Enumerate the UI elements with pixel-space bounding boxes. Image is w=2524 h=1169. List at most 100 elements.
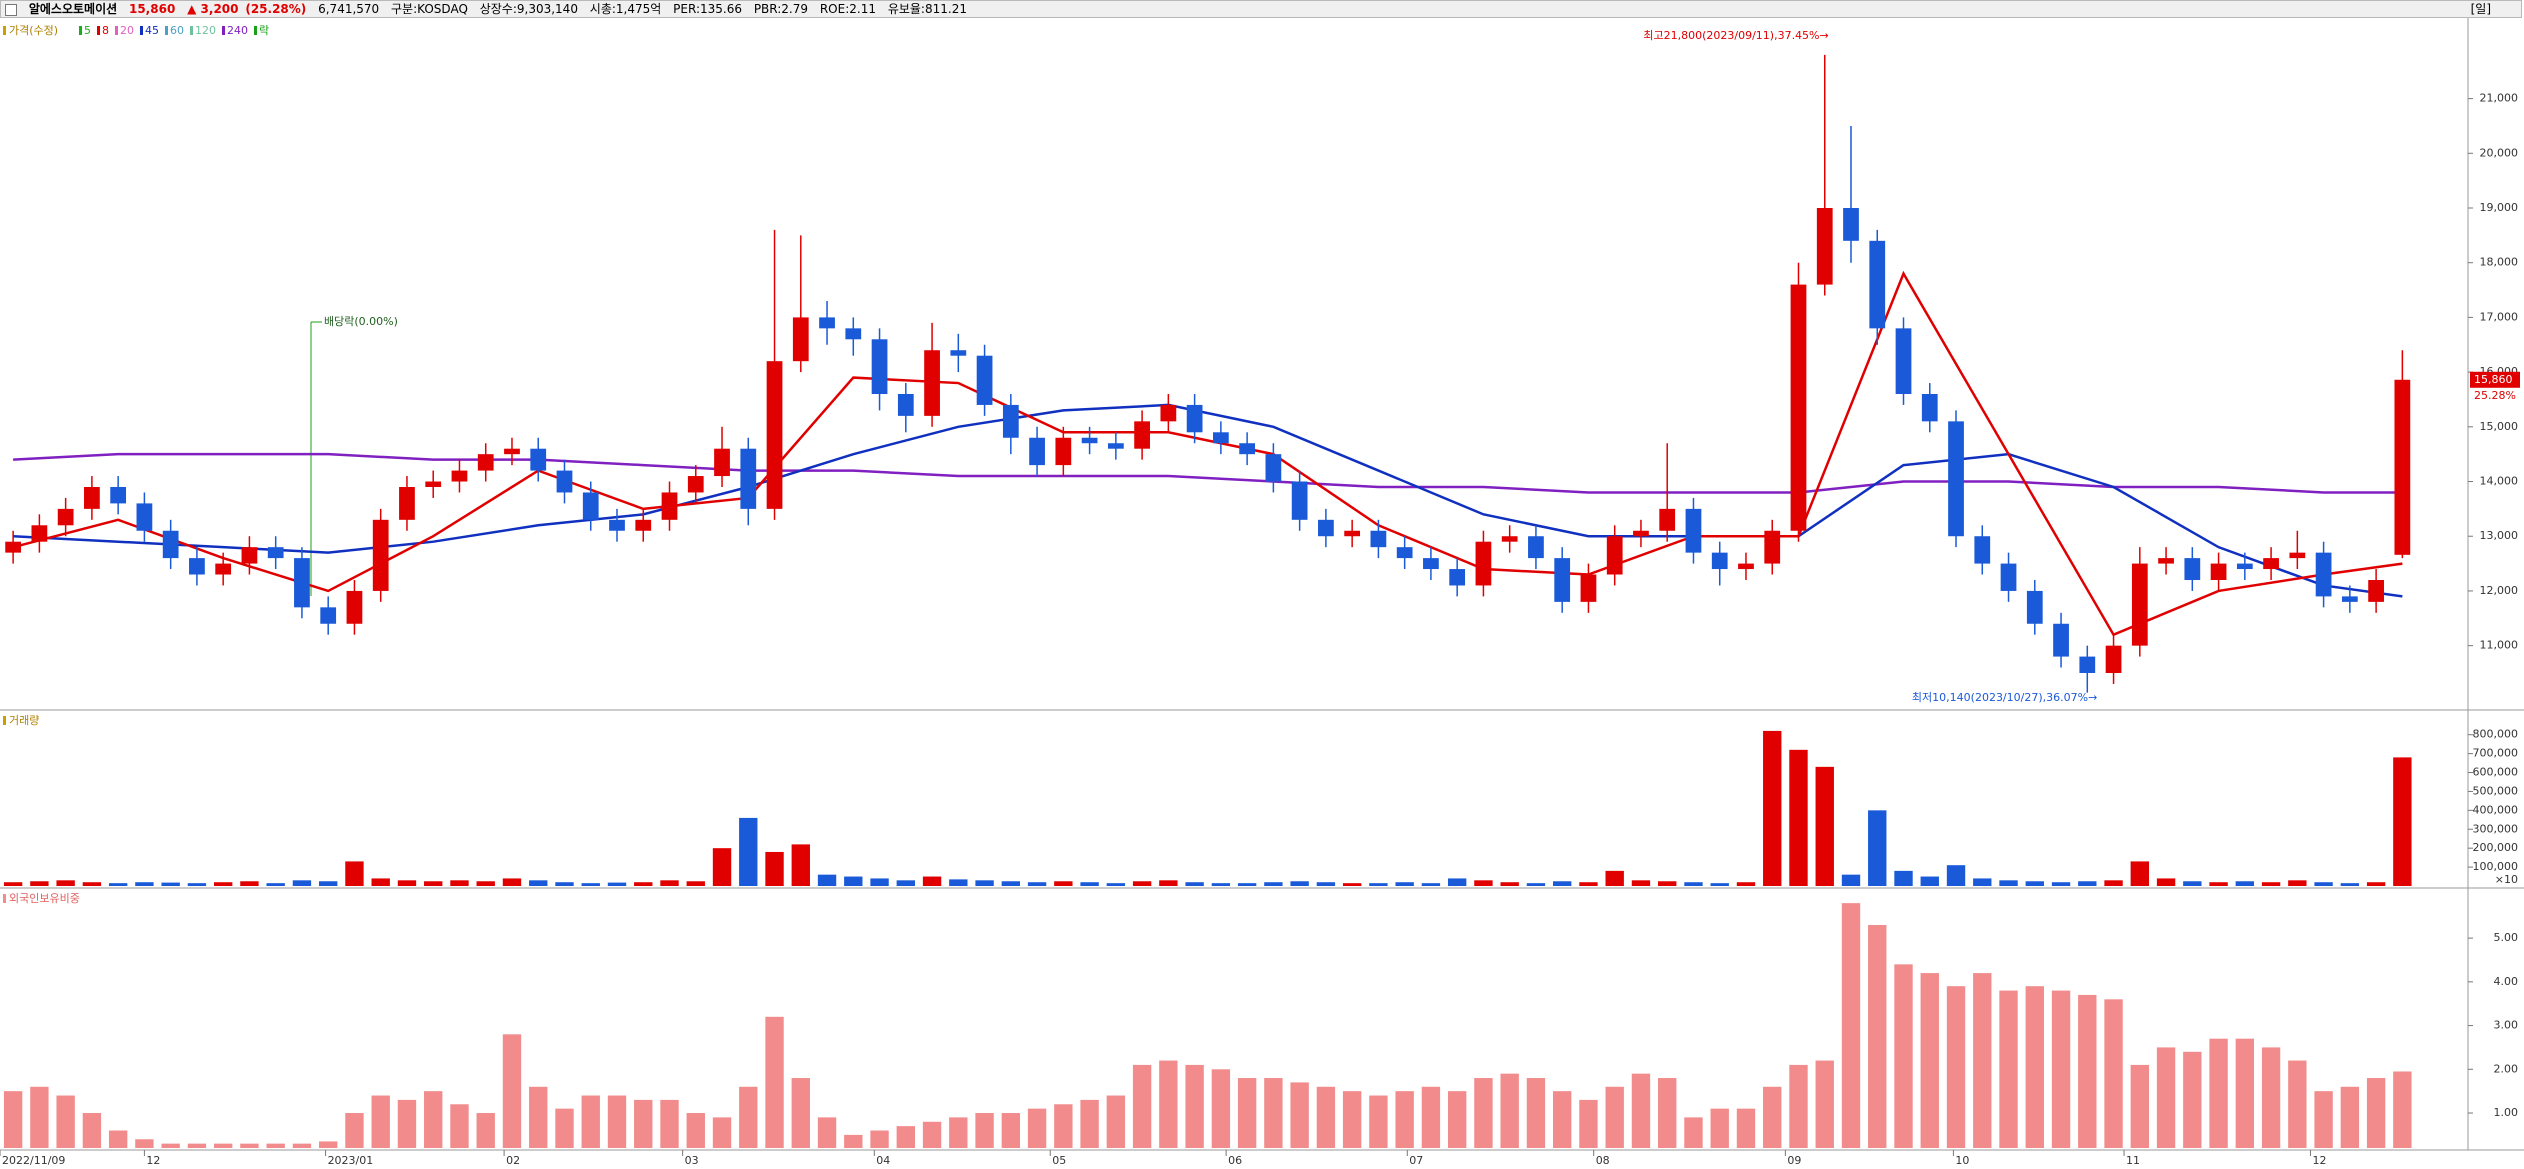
bar	[949, 1117, 968, 1148]
bar	[2366, 882, 2386, 886]
bar	[30, 881, 49, 886]
candle-body	[2026, 590, 2043, 624]
candle-body	[2263, 558, 2279, 570]
y-tick-label: 12,000	[2480, 584, 2519, 597]
bar	[450, 1104, 469, 1148]
legend-swatch	[97, 26, 100, 35]
bar	[870, 1130, 889, 1148]
bar	[1605, 1086, 1624, 1148]
bar	[1631, 1073, 1651, 1148]
candle-body	[5, 541, 22, 553]
candle-body	[582, 492, 599, 520]
bar	[1264, 1078, 1283, 1148]
bar	[1605, 870, 1624, 886]
y-tick-label: 19,000	[2480, 201, 2519, 214]
legend-swatch	[140, 26, 143, 35]
bar	[1369, 1095, 1388, 1148]
candle-body	[897, 393, 914, 416]
x-tick-label: 2022/11/09	[2, 1154, 65, 1167]
bar	[607, 1095, 627, 1148]
legend-label: 락	[259, 24, 269, 37]
bar	[791, 1078, 810, 1148]
x-tick-label: 12	[146, 1154, 160, 1167]
bar	[1185, 1064, 1204, 1148]
checkbox[interactable]	[5, 4, 17, 16]
bar	[634, 1099, 653, 1148]
candle-body	[1921, 393, 1938, 422]
bar	[2393, 1071, 2412, 1148]
period[interactable]: [일]	[2470, 2, 2491, 16]
bar	[1159, 1060, 1178, 1148]
bar	[502, 878, 522, 886]
candle-body	[1002, 404, 1019, 438]
legend-swatch	[190, 26, 193, 35]
legend-label: 5	[84, 24, 91, 37]
candle-body	[136, 503, 153, 531]
candle-body	[1869, 240, 1886, 329]
candle-body	[530, 448, 547, 471]
bar	[1920, 876, 1939, 886]
bar	[1500, 1073, 1519, 1148]
legend-label: 60	[170, 24, 184, 37]
y-tick-label: 700,000	[2473, 747, 2519, 760]
bar	[844, 1134, 863, 1148]
bar	[1237, 1078, 1257, 1148]
bar	[2393, 757, 2412, 886]
candle-body	[241, 547, 258, 564]
bar	[292, 880, 312, 886]
bar	[2130, 1064, 2149, 1148]
bar	[502, 1034, 522, 1148]
bar	[791, 844, 810, 886]
panel-title-marker	[3, 716, 6, 725]
bar	[397, 1099, 417, 1148]
bar	[2288, 1060, 2307, 1148]
bar	[56, 1095, 75, 1148]
y-tick-label: 300,000	[2473, 822, 2519, 835]
bar	[187, 1143, 207, 1148]
candle-body	[1370, 530, 1387, 548]
y-tick-label: 3.00	[2494, 1019, 2519, 1032]
bar	[2025, 881, 2044, 886]
x-tick-label: 07	[1409, 1154, 1423, 1167]
bar	[1763, 1086, 1782, 1148]
candle-body	[1239, 443, 1256, 455]
bar	[922, 1121, 942, 1148]
candle-body	[661, 492, 678, 520]
legend-label: 240	[227, 24, 248, 37]
bar	[3, 882, 23, 886]
bar	[581, 883, 600, 886]
bar	[896, 1126, 915, 1148]
candle-body	[845, 328, 862, 340]
bar	[319, 881, 338, 886]
y-tick-label: 14,000	[2480, 475, 2519, 488]
bar	[135, 882, 154, 886]
bar	[1211, 1069, 1231, 1148]
pbr: PBR:2.79	[753, 2, 809, 16]
bar	[2288, 880, 2307, 886]
y-tick-label: 100,000	[2473, 860, 2519, 873]
bar	[2156, 1047, 2176, 1148]
candle-body	[477, 454, 494, 471]
bar	[2104, 999, 2123, 1148]
x-tick-label: 06	[1228, 1154, 1242, 1167]
candle-body	[1449, 569, 1466, 586]
candle-body	[189, 558, 205, 575]
candle-body	[2236, 563, 2253, 570]
bar	[1789, 1064, 1808, 1148]
bar	[213, 882, 233, 886]
candle-body	[1107, 443, 1124, 449]
candle-body	[1764, 530, 1781, 564]
per: PER:135.66	[673, 2, 742, 16]
bar	[1999, 990, 2018, 1148]
bar	[1973, 973, 1992, 1148]
bar	[371, 878, 390, 886]
header-bar: 알에스오토메이션 15,860 ▲ 3,200 (25.28%) 6,741,5…	[0, 0, 2522, 18]
bar	[1684, 882, 1703, 886]
candle-body	[1055, 437, 1072, 466]
bar	[319, 1141, 338, 1148]
candle-body	[425, 481, 442, 487]
candle-body	[162, 530, 179, 559]
x-tick-label: 05	[1052, 1154, 1066, 1167]
candle-body	[1291, 481, 1308, 520]
candle-body	[1895, 328, 1912, 394]
